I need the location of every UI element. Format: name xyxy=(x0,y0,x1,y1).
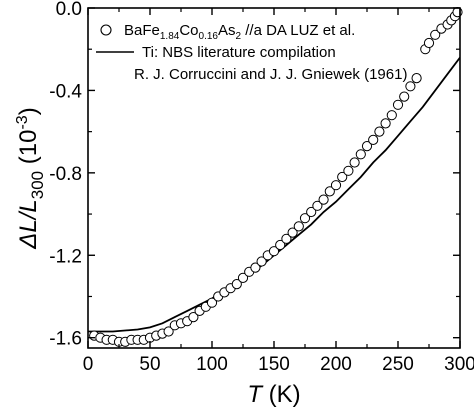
data-point xyxy=(392,99,404,110)
data-point xyxy=(386,110,397,121)
data-point xyxy=(293,221,304,232)
x-tick-label: 50 xyxy=(139,354,160,375)
y-tick-label: -1.2 xyxy=(49,246,82,267)
legend-marker-circle-icon xyxy=(100,24,112,36)
data-point xyxy=(368,134,379,145)
data-point xyxy=(287,227,298,238)
data-point xyxy=(374,126,385,137)
data-point xyxy=(337,171,348,183)
data-point xyxy=(324,186,335,197)
data-point xyxy=(361,141,373,152)
data-point xyxy=(231,279,242,290)
legend: BaFe1.84Co0.16As2 //a DA LUZ et al. Ti: … xyxy=(96,22,407,83)
data-point xyxy=(275,239,286,251)
data-point xyxy=(163,326,174,337)
legend-label-line-1: Ti: NBS literature compilation xyxy=(142,44,336,61)
y-tick-label: -0.8 xyxy=(49,164,82,185)
data-point xyxy=(281,233,292,244)
data-point xyxy=(380,118,391,129)
y-axis-title: ΔL/L300 (10-3) xyxy=(14,107,47,249)
data-point xyxy=(268,246,280,257)
data-point xyxy=(355,149,366,160)
x-tick-label: 150 xyxy=(258,354,290,375)
data-point xyxy=(306,206,317,218)
data-point xyxy=(237,272,249,283)
y-tick-label: 0.0 xyxy=(56,0,82,20)
legend-label-line-2: R. J. Corruccini and J. J. Gniewek (1961… xyxy=(134,66,407,83)
series-line-0 xyxy=(88,56,460,333)
data-point xyxy=(399,91,410,102)
data-point xyxy=(299,213,311,224)
data-point xyxy=(430,29,441,40)
data-point xyxy=(318,194,329,205)
data-point xyxy=(312,200,323,211)
data-point xyxy=(206,297,218,308)
x-axis-title: T (K) xyxy=(247,381,300,408)
data-point xyxy=(250,262,261,273)
data-point xyxy=(188,312,199,323)
data-point xyxy=(330,180,342,191)
x-tick-label: 250 xyxy=(382,354,414,375)
y-tick-label: -0.4 xyxy=(49,81,82,102)
x-tick-label: 100 xyxy=(196,354,228,375)
y-tick-label: -1.6 xyxy=(49,329,82,350)
legend-label-data: BaFe1.84Co0.16As2 //a DA LUZ et al. xyxy=(124,22,355,42)
x-tick-label: 300 xyxy=(444,354,474,375)
data-point xyxy=(405,81,416,92)
x-tick-label: 0 xyxy=(83,354,94,375)
data-point xyxy=(343,165,354,176)
data-point xyxy=(256,256,267,267)
plot-area: 0 50 100 150 200 250 300 0.0 -0.4 -0.8 -1.2 -1.6 xyxy=(49,0,474,375)
data-point xyxy=(349,157,360,168)
data-point xyxy=(423,37,435,49)
data-point xyxy=(411,73,422,84)
x-tick-label: 200 xyxy=(320,354,352,375)
